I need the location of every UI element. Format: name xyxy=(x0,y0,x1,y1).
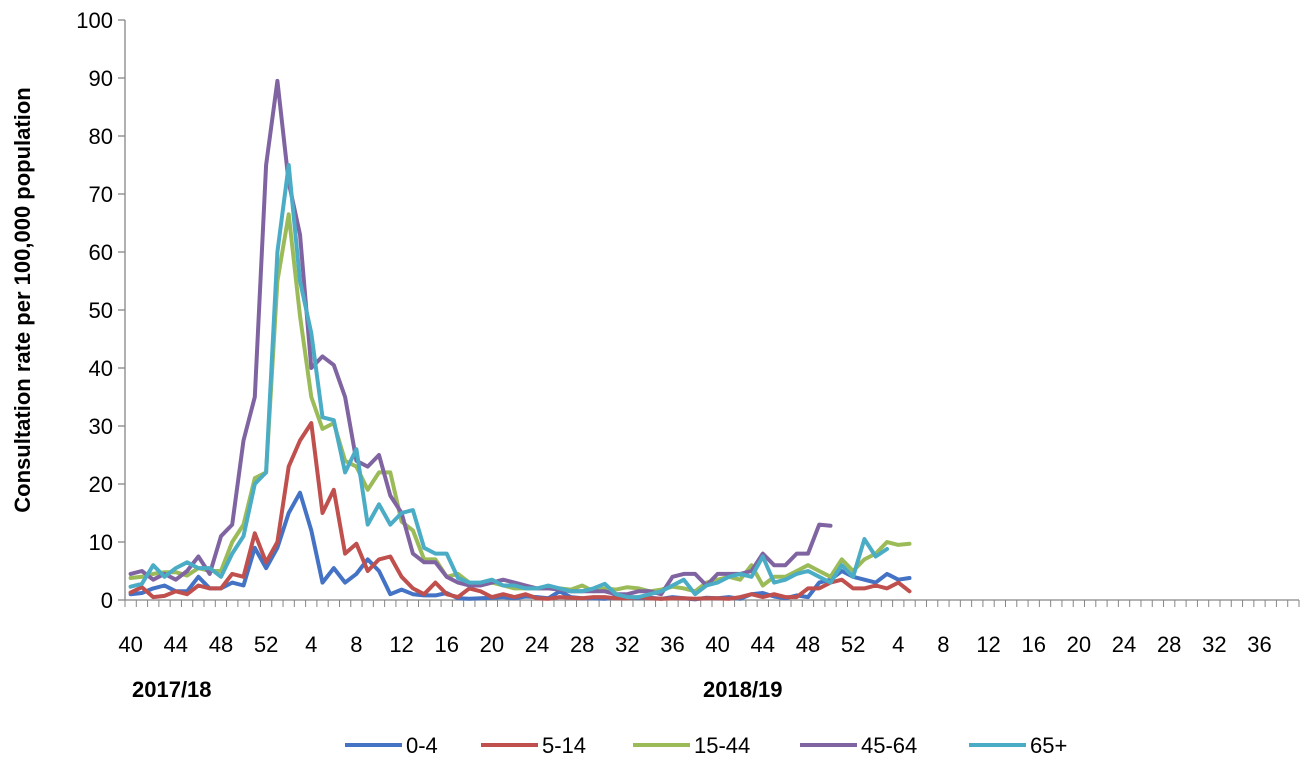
y-axis: 0 10 20 30 40 50 60 70 80 90 100 xyxy=(76,8,126,613)
x-tick-label: 4 xyxy=(305,632,317,657)
x-tick-label: 8 xyxy=(350,632,362,657)
x-tick-label: 44 xyxy=(164,632,188,657)
legend-label: 45-64 xyxy=(861,733,917,758)
x-tick-label: 32 xyxy=(1202,632,1226,657)
series-line-15-44 xyxy=(128,212,912,594)
season-label-2018-19: 2018/19 xyxy=(703,677,783,702)
legend-item: 65+ xyxy=(969,733,1067,758)
y-tick-label: 80 xyxy=(89,124,113,149)
legend-label: 65+ xyxy=(1030,733,1067,758)
y-tick-label: 50 xyxy=(89,298,113,323)
x-tick-label: 24 xyxy=(525,632,549,657)
series-line-5-14 xyxy=(128,421,912,601)
series-line-45-64 xyxy=(128,78,833,597)
x-tick-label: 52 xyxy=(841,632,865,657)
x-tick-label: 52 xyxy=(254,632,278,657)
series-line-65plus xyxy=(128,163,889,600)
x-tick-label: 8 xyxy=(937,632,949,657)
y-tick-label: 10 xyxy=(89,530,113,555)
y-tick-label: 20 xyxy=(89,472,113,497)
legend-item: 5-14 xyxy=(481,733,586,758)
x-tick-label: 20 xyxy=(480,632,504,657)
x-tick-label: 4 xyxy=(892,632,904,657)
y-tick-label: 30 xyxy=(89,414,113,439)
x-tick-label: 36 xyxy=(1247,632,1271,657)
x-tick-label: 16 xyxy=(1021,632,1045,657)
x-tick-label: 32 xyxy=(615,632,639,657)
x-tick-label: 44 xyxy=(751,632,775,657)
season-label-2017-18: 2017/18 xyxy=(132,677,212,702)
x-tick-label: 40 xyxy=(118,632,142,657)
x-tick-label: 16 xyxy=(434,632,458,657)
legend-item: 45-64 xyxy=(800,733,917,758)
x-tick-label: 36 xyxy=(660,632,684,657)
x-tick-label: 40 xyxy=(705,632,729,657)
x-tick-label: 12 xyxy=(389,632,413,657)
y-tick-label: 40 xyxy=(89,356,113,381)
y-tick-label: 70 xyxy=(89,182,113,207)
legend: 0-4 5-14 15-44 45-64 65+ xyxy=(345,733,1067,758)
x-tick-label: 28 xyxy=(570,632,594,657)
legend-label: 0-4 xyxy=(406,733,438,758)
x-tick-label: 20 xyxy=(1067,632,1091,657)
x-tick-label: 12 xyxy=(976,632,1000,657)
legend-item: 15-44 xyxy=(633,733,750,758)
x-tick-label: 48 xyxy=(209,632,233,657)
y-axis-label: Consultation rate per 100,000 population xyxy=(10,87,35,512)
series-layer xyxy=(128,78,912,602)
legend-label: 5-14 xyxy=(542,733,586,758)
x-tick-label: 48 xyxy=(796,632,820,657)
x-axis: 40 44 48 52 4 8 12 16 20 24 28 32 36 40 44 48 52 4 8 12 16 20… xyxy=(118,599,1300,657)
legend-label: 15-44 xyxy=(694,733,750,758)
y-tick-label: 90 xyxy=(89,66,113,91)
x-tick-label: 28 xyxy=(1157,632,1181,657)
x-tick-label: 24 xyxy=(1112,632,1136,657)
y-tick-label: 0 xyxy=(101,588,113,613)
legend-item: 0-4 xyxy=(345,733,438,758)
y-tick-label: 100 xyxy=(76,8,113,33)
y-tick-label: 60 xyxy=(89,240,113,265)
